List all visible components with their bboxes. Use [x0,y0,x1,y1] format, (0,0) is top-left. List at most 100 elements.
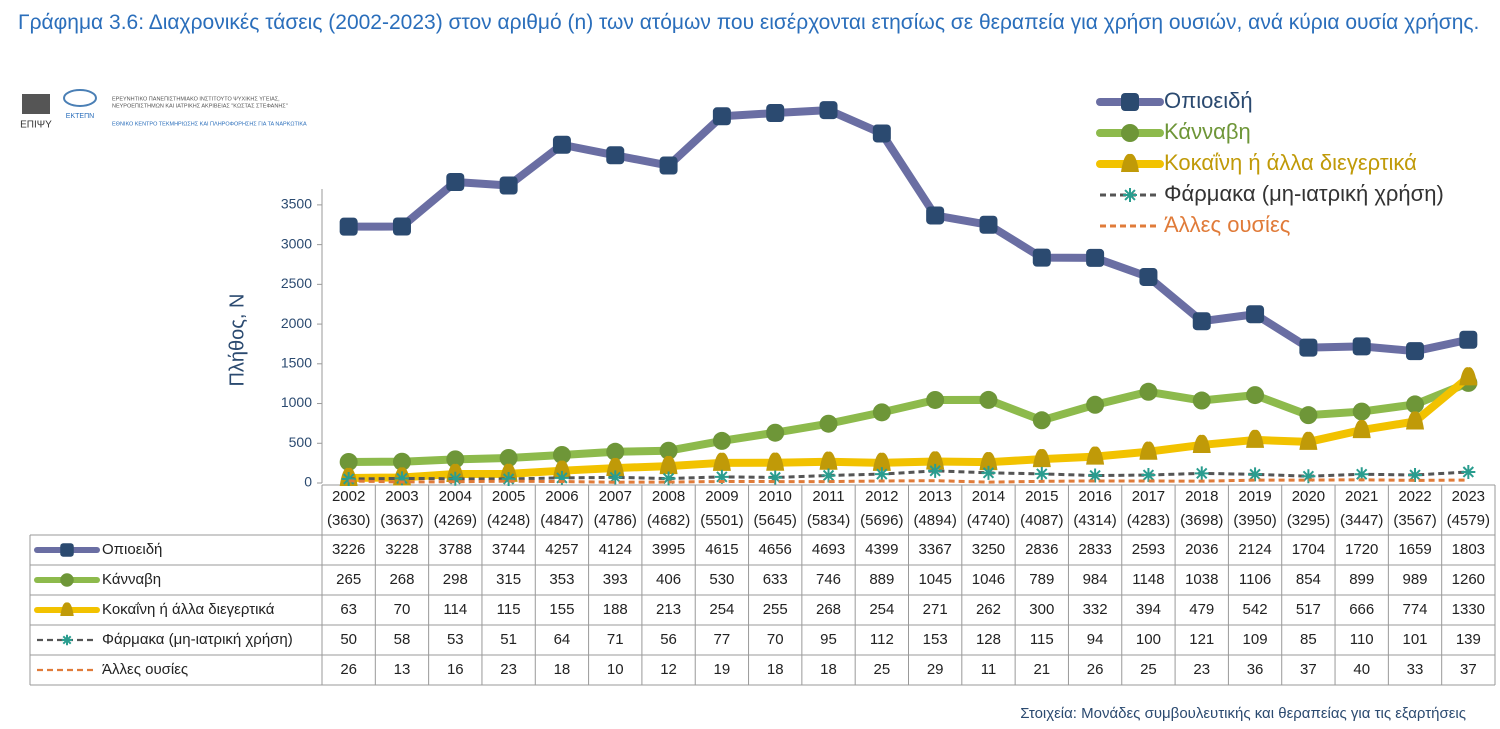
table-cell: 33 [1407,661,1424,678]
table-row-label: Κάνναβη [102,571,161,588]
marker [608,470,623,485]
table-cell: 63 [340,601,357,618]
x-tick-label: 2019 [1238,488,1271,505]
table-cell: 94 [1087,631,1104,648]
table-cell: 85 [1300,631,1317,648]
table-cell: 3250 [972,541,1005,558]
logo: ΕΠΙΨΥ ΕΚΤΕΠΝ ΕΡΕΥΝΗΤΙΚΟ ΠΑΝΕΠΙΣΤΗΜΙΑΚΟ Ι… [20,89,307,131]
marker [979,215,998,234]
marker [501,471,516,486]
marker [1459,330,1478,349]
x-tick-label: 2004 [439,488,472,505]
table-cell: 854 [1296,571,1321,588]
table-cell: 268 [389,571,414,588]
x-tick-label: (4283) [1127,512,1170,529]
marker [1352,419,1371,439]
logo-text: ΕΚΤΕΠΝ [66,113,94,120]
table-cell: 37 [1460,661,1477,678]
table-row-label: Άλλες ουσίες [102,661,188,678]
legend-marker [60,543,74,557]
marker [979,451,998,471]
source-note: Στοιχεία: Μονάδες συμβουλευτικής και θερ… [1020,705,1466,722]
marker [768,470,783,485]
x-tick-label: 2009 [705,488,738,505]
marker [1194,466,1209,481]
marker [1032,411,1051,430]
table-cell: 16 [447,661,464,678]
legend-marker [1121,124,1139,142]
table-cell: 4615 [705,541,738,558]
x-tick-label: 2008 [652,488,685,505]
x-tick-label: 2014 [972,488,1005,505]
table-cell: 315 [496,571,521,588]
table-cell: 114 [443,601,467,618]
marker [606,457,625,477]
table-cell: 3744 [492,541,525,558]
series-line [348,478,1469,484]
legend-marker [60,602,74,616]
table-cell: 4693 [812,541,845,558]
y-tick-label: 0 [304,474,312,490]
y-tick-label: 3500 [281,196,312,212]
x-tick-label: (4087) [1020,512,1063,529]
table-cell: 109 [1243,631,1268,648]
table-cell: 40 [1353,661,1370,678]
x-tick-label: 2021 [1345,488,1378,505]
marker [1086,395,1105,414]
logo-icon [63,89,97,107]
table-cell: 406 [656,571,681,588]
table-row-label: Κοκαΐνη ή άλλα διεγερτικά [102,601,275,618]
table-cell: 12 [660,661,677,678]
series-line [348,106,1470,356]
table-cell: 353 [549,571,574,588]
marker [1246,305,1265,324]
marker [1461,464,1476,479]
marker [606,442,625,461]
table-cell: 2836 [1025,541,1058,558]
x-tick-label: (4682) [647,512,690,529]
marker [766,423,785,442]
legend-label: Οπιοειδή [1164,88,1253,113]
y-tick-label: 1500 [281,355,312,371]
marker [819,451,838,470]
x-tick-label: (5645) [754,512,797,529]
table-cell: 3788 [439,541,472,558]
legend-marker [60,573,74,587]
table-cell: 115 [1030,631,1054,648]
marker [1086,446,1105,465]
marker [712,107,731,126]
marker [1406,411,1425,430]
table-cell: 26 [1087,661,1104,678]
x-tick-label: (3567) [1393,512,1436,529]
table-cell: 268 [816,601,841,618]
table-cell: 1046 [972,571,1005,588]
table-cell: 77 [714,631,731,648]
table-cell: 58 [394,631,411,648]
table-cell: 213 [656,601,681,618]
marker [1352,402,1371,421]
table-cell: 1106 [1239,571,1271,588]
series-line [348,379,1470,466]
table-cell: 37 [1300,661,1317,678]
table-cell: 1260 [1452,571,1485,588]
y-tick-label: 2500 [281,275,312,291]
marker [661,471,676,486]
table-cell: 10 [607,661,624,678]
table-cell: 1659 [1398,541,1431,558]
table-cell: 789 [1029,571,1054,588]
marker [872,452,891,471]
x-tick-label: 2002 [332,488,365,505]
legend-marker [1121,93,1139,111]
x-tick-label: 2006 [545,488,578,505]
table-cell: 155 [549,601,574,618]
series-line [348,374,1471,482]
table-cell: 1803 [1452,541,1485,558]
x-tick-label: 2003 [385,488,418,505]
table-cell: 128 [976,631,1001,648]
table-cell: 4656 [759,541,792,558]
marker [712,431,731,450]
table-cell: 254 [709,601,734,618]
table-cell: 300 [1029,601,1054,618]
table-cell: 19 [714,661,731,678]
